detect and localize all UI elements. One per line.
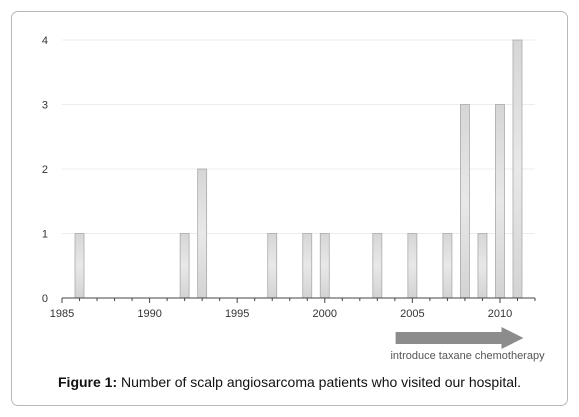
x-tick-label-2000: 2000 — [313, 308, 337, 320]
y-tick-label-2: 2 — [42, 164, 48, 176]
bar-2000 — [319, 233, 330, 299]
bar-2008 — [460, 104, 470, 299]
bar-1986 — [74, 233, 85, 299]
x-tick-label-1985: 1985 — [50, 308, 74, 320]
x-tick-label-1990: 1990 — [137, 308, 161, 320]
arrow-label: introduce taxane chemotherapy — [390, 350, 545, 362]
bar-2010 — [495, 104, 505, 299]
x-tick-label-2005: 2005 — [400, 308, 424, 320]
y-tick-label-3: 3 — [42, 100, 48, 112]
axes: 0 1 2 3 4 1985 1990 1995 2000 2005 2010 — [42, 35, 536, 320]
bars — [74, 39, 523, 299]
caption-text: Number of scalp angiosarcoma patients wh… — [117, 374, 521, 390]
grid-lines — [62, 39, 535, 234]
x-tick-label-2010: 2010 — [488, 308, 512, 320]
y-tick-label-4: 4 — [42, 35, 48, 47]
bar-2009 — [477, 233, 488, 299]
bar-2003 — [372, 233, 383, 299]
figure-caption: Figure 1: Number of scalp angiosarcoma p… — [0, 374, 579, 390]
annotation: introduce taxane chemotherapy — [390, 327, 545, 362]
bar-2011 — [512, 39, 523, 299]
bar-1999 — [302, 233, 313, 299]
x-tick-label-1995: 1995 — [225, 308, 249, 320]
bar-1992 — [179, 233, 190, 299]
bar-1993 — [197, 168, 208, 299]
bar-2005 — [407, 233, 418, 299]
y-tick-label-1: 1 — [42, 229, 48, 241]
caption-label: Figure 1: — [58, 374, 118, 390]
taxane-arrow — [395, 327, 524, 349]
bar-1997 — [267, 233, 278, 299]
y-tick-label-0: 0 — [42, 293, 48, 305]
bar-2007 — [442, 233, 453, 299]
